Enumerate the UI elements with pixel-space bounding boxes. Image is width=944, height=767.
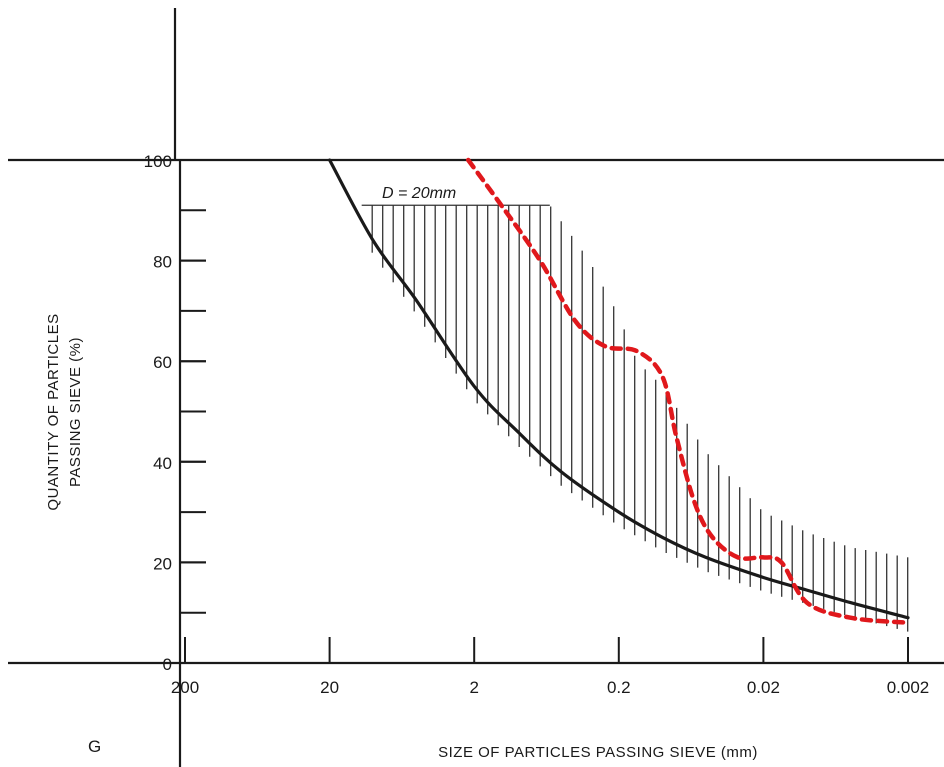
x-axis-ticks: 200 20 2 0.2 0.02 0.002	[171, 637, 929, 697]
x-axis-title: SIZE OF PARTICLES PASSING SIEVE (mm)	[438, 744, 758, 761]
y-tick-label: 20	[153, 554, 172, 573]
x-tick-label: 0.002	[887, 678, 930, 697]
x-tick-label: 2	[469, 678, 478, 697]
corner-label: G	[88, 737, 101, 756]
y-tick-label: 100	[144, 152, 172, 171]
y-tick-label: 60	[153, 353, 172, 372]
y-axis-title: QUANTITY OF PARTICLES PASSING SIEVE (%)	[45, 313, 84, 510]
series-layer	[328, 157, 911, 626]
y-axis-title-line2: PASSING SIEVE (%)	[67, 337, 84, 487]
hatched-band	[361, 204, 909, 632]
y-tick-label: 80	[153, 253, 172, 272]
y-tick-label: 40	[153, 454, 172, 473]
x-tick-label: 0.2	[607, 678, 631, 697]
y-axis-title-line1: QUANTITY OF PARTICLES	[45, 313, 62, 510]
y-tick-label: 0	[163, 655, 172, 674]
x-tick-label: 20	[320, 678, 339, 697]
x-tick-label: 200	[171, 678, 199, 697]
solid-grading-curve	[328, 158, 910, 620]
annotation-label: D = 20mm	[382, 185, 456, 202]
dashed-grading-curve	[465, 157, 911, 626]
x-tick-label: 0.02	[747, 678, 780, 697]
y-axis-ticks: 0 20 40 60 80 100	[144, 152, 206, 674]
